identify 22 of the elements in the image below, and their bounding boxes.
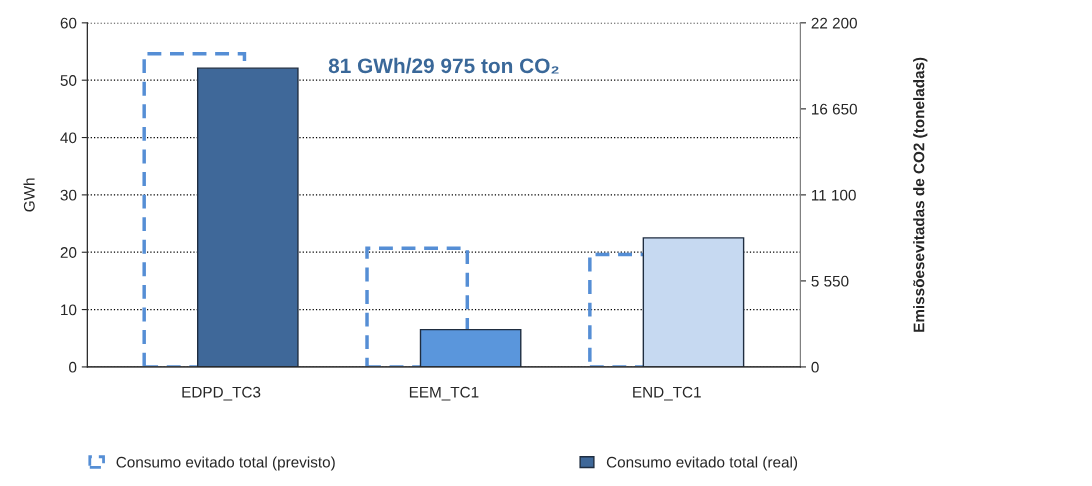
bar bbox=[642, 237, 745, 367]
y2-tick-label: 0 bbox=[811, 361, 819, 373]
x-tick-label: END_TC1 bbox=[633, 386, 701, 401]
y2-tick-label: 22 200 bbox=[811, 17, 857, 29]
y-tick-label: 10 bbox=[61, 304, 77, 316]
y2-tick-label: 11 100 bbox=[812, 189, 856, 201]
legend-label: Consumo evitado total (real) bbox=[606, 456, 798, 471]
y2-tick-label: 16 650 bbox=[812, 103, 857, 115]
x-tick-label: EDPD_TC3 bbox=[182, 386, 261, 401]
x-tick-label: EEM_TC1 bbox=[409, 386, 479, 401]
legend-label: Consumo evitado total (previsto) bbox=[116, 456, 335, 471]
y-tick-label: 60 bbox=[60, 17, 77, 29]
y-tick-label: 40 bbox=[60, 132, 77, 144]
y2-tick-label: 5 550 bbox=[811, 275, 849, 287]
y-axis-title: GWh bbox=[23, 178, 35, 212]
y-tick-label: 0 bbox=[69, 361, 77, 373]
y2-axis-title: Emissõesevitadas de CO2 (toneladas) bbox=[913, 57, 928, 332]
annotation: 81 GWh/29 975 ton CO₂ bbox=[328, 57, 559, 74]
bar bbox=[196, 67, 299, 367]
y-tick-label: 50 bbox=[60, 75, 77, 86]
y-tick-label: 20 bbox=[60, 247, 77, 258]
y-tick-label: 30 bbox=[60, 189, 77, 201]
